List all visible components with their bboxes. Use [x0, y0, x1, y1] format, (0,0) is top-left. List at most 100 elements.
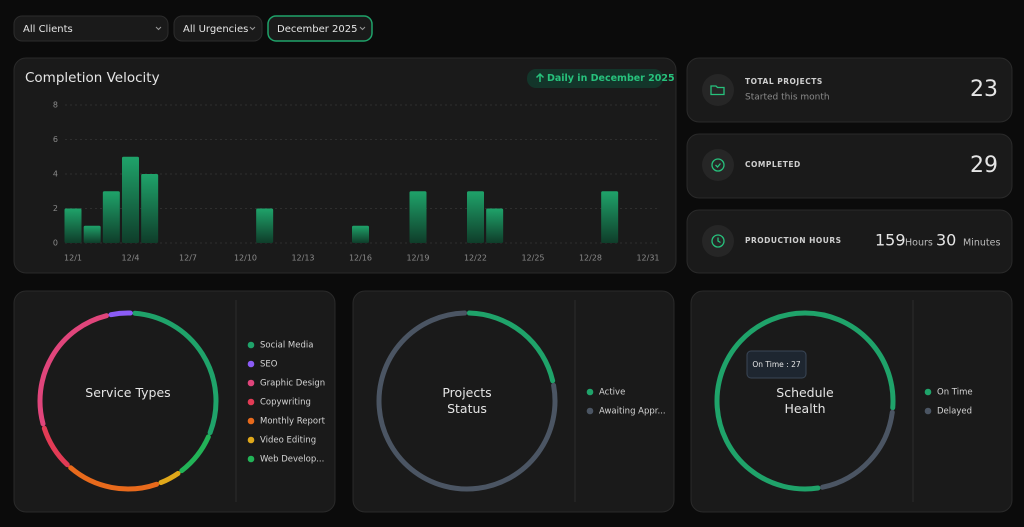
- icon-bg: [702, 74, 734, 106]
- card: [13, 57, 677, 274]
- card: [686, 209, 1013, 274]
- y-tick-label: 0: [53, 239, 58, 248]
- legend-label: Awaiting Appr...: [599, 407, 666, 417]
- donut-segment: [41, 425, 70, 468]
- bar: [601, 191, 619, 243]
- folder-icon: [710, 85, 725, 96]
- x-tick-label: 12/16: [349, 254, 372, 263]
- stat-sublabel: Started this month: [745, 93, 830, 103]
- stat-label: COMPLETED: [745, 160, 801, 169]
- x-tick-label: 12/22: [464, 254, 487, 263]
- legend-label: Delayed: [937, 407, 972, 417]
- bar: [256, 208, 274, 243]
- legend-swatch: [924, 388, 932, 396]
- bar: [141, 174, 159, 243]
- legend-swatch: [247, 341, 255, 349]
- stat-unit: Hours: [905, 238, 933, 249]
- card: [690, 290, 1013, 513]
- check-icon: [715, 163, 721, 168]
- bar: [102, 191, 120, 243]
- arrow-icon: [535, 72, 545, 82]
- bar: [352, 225, 369, 243]
- legend-swatch: [586, 388, 594, 396]
- donut-segment: [376, 310, 558, 492]
- dropdown[interactable]: [173, 15, 263, 42]
- bar: [83, 225, 101, 243]
- donut-segment: [108, 310, 133, 318]
- donut-center-label: Schedule Health: [776, 385, 834, 416]
- dropdown-label[interactable]: All Clients: [23, 24, 73, 35]
- tooltip-text: On Time : 27: [752, 360, 800, 369]
- stat-unit: Minutes: [963, 238, 1000, 249]
- card: [686, 133, 1013, 199]
- chevron: [155, 26, 366, 31]
- stat-value: 23: [970, 77, 998, 102]
- dropdown[interactable]: [267, 15, 373, 42]
- legend-label: Social Media: [260, 341, 313, 351]
- donut-center-label: Projects Status: [442, 385, 492, 416]
- card: [13, 290, 336, 513]
- x-tick-label: 12/25: [521, 254, 544, 263]
- card: [352, 290, 675, 513]
- bar: [122, 156, 139, 243]
- legend-swatch: [924, 407, 932, 415]
- y-tick-label: 4: [53, 170, 58, 179]
- y-tick-label: 6: [53, 135, 58, 144]
- y-tick-label: 8: [53, 101, 58, 110]
- dropdown-label[interactable]: All Urgencies: [183, 24, 248, 35]
- stat-label: PRODUCTION HOURS: [745, 236, 842, 245]
- badge: [527, 69, 663, 88]
- legend-label: Monthly Report: [260, 417, 326, 427]
- bar: [467, 191, 484, 243]
- legend-label: Web Develop...: [260, 455, 324, 465]
- donut-center-label: Service Types: [85, 385, 171, 400]
- x-tick-label: 12/13: [291, 254, 314, 263]
- legend-swatch: [247, 455, 255, 463]
- donut-segment: [37, 313, 109, 427]
- bar: [409, 191, 427, 243]
- icon-bg: [702, 149, 734, 181]
- dropdown[interactable]: [13, 15, 169, 42]
- chart-title: Completion Velocity: [25, 70, 160, 86]
- x-tick-label: 12/10: [234, 254, 257, 263]
- donut-segment: [68, 465, 160, 492]
- bar: [64, 208, 82, 243]
- donut-segment: [132, 310, 219, 436]
- legend-label: SEO: [260, 360, 278, 370]
- card: [686, 57, 1013, 123]
- donut-segment: [820, 409, 895, 490]
- check-icon: [711, 158, 725, 172]
- legend-swatch: [247, 379, 255, 387]
- x-tick-label: 12/7: [179, 254, 197, 263]
- dropdown-label[interactable]: December 2025: [277, 24, 357, 35]
- clock-icon: [711, 234, 725, 248]
- legend-swatch: [247, 436, 255, 444]
- donut-segment: [714, 310, 896, 492]
- x-tick-label: 12/19: [406, 254, 429, 263]
- legend-label: Active: [599, 388, 625, 398]
- y-tick-label: 2: [53, 204, 58, 213]
- donut-segment: [179, 434, 211, 474]
- legend-label: Copywriting: [260, 398, 311, 408]
- legend-label: Video Editing: [260, 436, 316, 446]
- clock-icon: [717, 237, 721, 244]
- stat-value: 30: [936, 231, 956, 250]
- legend-swatch: [247, 360, 255, 368]
- x-tick-label: 12/28: [579, 254, 602, 263]
- x-tick-label: 12/1: [64, 254, 82, 263]
- donut-segment: [158, 470, 181, 486]
- x-tick-label: 12/4: [122, 254, 140, 263]
- x-tick-label: 12/31: [636, 254, 659, 263]
- legend-swatch: [586, 407, 594, 415]
- legend-swatch: [247, 398, 255, 406]
- legend-swatch: [247, 417, 255, 425]
- tooltip: [746, 350, 807, 379]
- legend-label: Graphic Design: [260, 379, 325, 389]
- stat-label: TOTAL PROJECTS: [745, 77, 823, 86]
- legend-label: On Time: [937, 388, 973, 398]
- stat-value: 29: [970, 153, 998, 178]
- bar: [486, 208, 504, 243]
- stat-value: 159: [875, 231, 906, 250]
